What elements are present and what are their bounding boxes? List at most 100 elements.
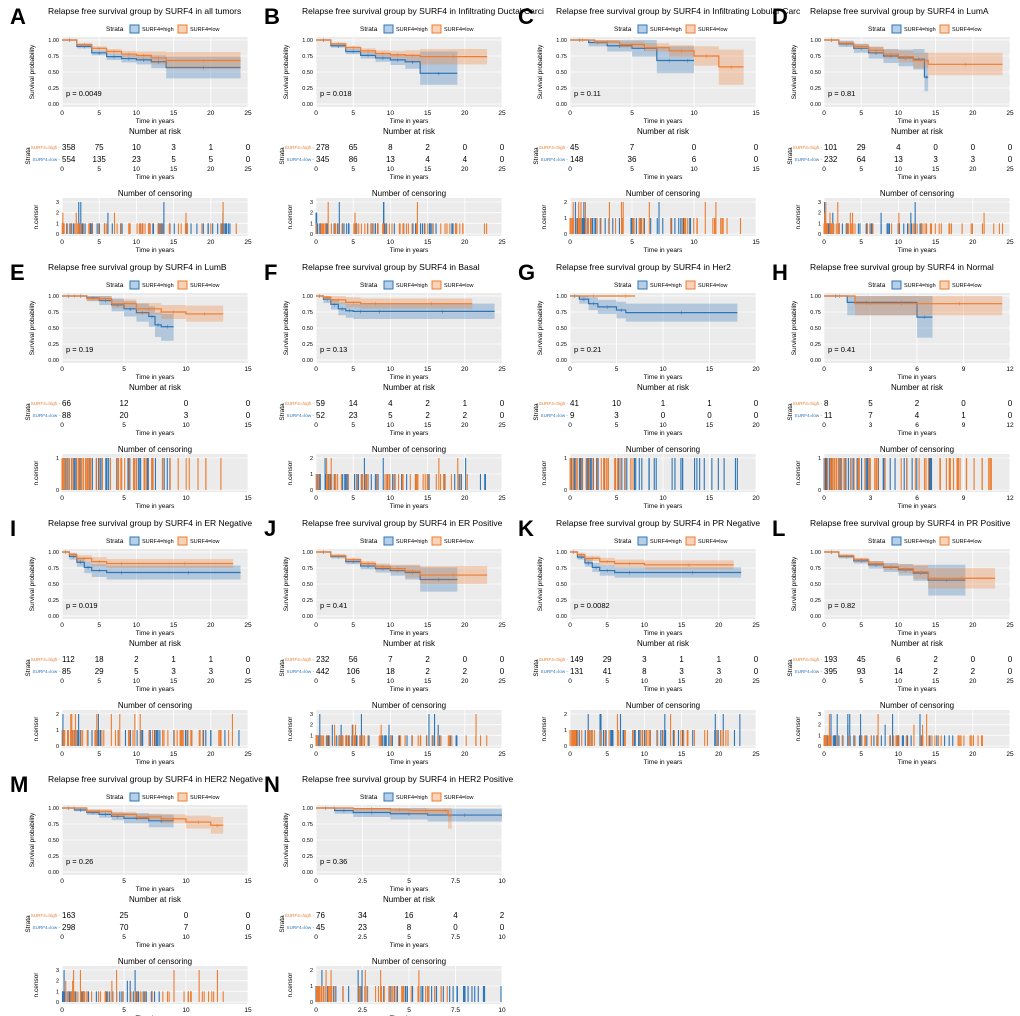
censor-y-axis-label: n.censor (33, 716, 40, 742)
x-tick-label: 25 (498, 366, 506, 373)
risk-x-tick-label: 12 (1006, 422, 1014, 429)
risk-count-low: 3 (614, 411, 619, 420)
censor-mark-low: + (201, 58, 205, 65)
censor-y-tick-label: 3 (56, 968, 59, 974)
censor-mark-low: + (97, 559, 101, 566)
risk-count-high: 0 (500, 399, 505, 408)
risk-x-tick-label: 15 (244, 934, 252, 941)
x-tick-label: 10 (641, 622, 649, 629)
risk-table-title: Number at risk (383, 639, 436, 648)
panel-title: Relapse free survival group by SURF4 in … (810, 518, 1011, 528)
risk-count-low: 0 (500, 667, 505, 676)
censor-mark-low: + (960, 576, 964, 583)
censor-mark-low: + (448, 813, 452, 820)
x-tick-label: 3 (869, 366, 873, 373)
censor-mark-high: + (201, 65, 205, 72)
censor-y-tick-label: 1 (564, 216, 567, 222)
risk-x-tick-label: 5 (605, 678, 609, 685)
risk-x-tick-label: 0 (314, 166, 318, 173)
censor-x-tick-label: 15 (752, 239, 760, 246)
censor-mark-low: + (72, 294, 76, 301)
x-tick-label: 10 (133, 110, 141, 117)
censor-x-tick-label: 10 (182, 1007, 190, 1014)
censor-x-tick-label: 5 (615, 495, 619, 502)
x-tick-label: 15 (244, 878, 252, 885)
censor-x-tick-label: 0 (314, 495, 318, 502)
censor-x-tick-label: 0 (60, 239, 64, 246)
p-value: p = 0.36 (320, 857, 347, 866)
y-axis-label: Survival probability (791, 300, 798, 355)
censor-mark-high: + (919, 571, 923, 578)
risk-count-high: 10 (612, 399, 621, 408)
censor-x-tick-label: 10 (387, 751, 395, 758)
x-tick-label: 12 (1006, 366, 1014, 373)
x-tick-label: 10 (895, 110, 903, 117)
risk-count-low: 0 (661, 411, 666, 420)
legend-title: Strata (868, 282, 886, 289)
censor-mark-low: + (729, 64, 733, 71)
risk-x-tick-label: 0 (60, 422, 64, 429)
y-tick-label: 0.00 (556, 614, 567, 620)
risk-count-high: 0 (246, 399, 251, 408)
risk-count-low: 29 (95, 667, 104, 676)
censor-mark-high: + (79, 294, 83, 301)
censor-x-tick-label: 15 (706, 495, 714, 502)
censor-mark-low: + (904, 566, 908, 573)
censor-y-tick-label: 3 (818, 200, 821, 206)
y-axis-label: Survival probability (791, 556, 798, 611)
censor-x-tick-label: 0 (60, 1007, 64, 1014)
risk-x-axis-label: Time in years (898, 686, 938, 693)
legend-label-low: SURF4=low (444, 795, 474, 801)
censor-plot-title: Number of censoring (372, 957, 446, 966)
censor-plot-area (316, 710, 502, 748)
risk-row-high-label: SURF4=high - (793, 657, 823, 662)
risk-table-title: Number at risk (383, 127, 436, 136)
risk-count-low: 2 (463, 411, 468, 420)
panel-label: K (518, 516, 534, 541)
risk-strata-label: Strata (787, 403, 794, 421)
y-tick-label: 1.00 (556, 38, 567, 44)
y-tick-label: 0.75 (810, 566, 821, 572)
x-tick-label: 6 (915, 366, 919, 373)
p-value: p = 0.018 (320, 89, 352, 98)
risk-strata-label: Strata (279, 147, 286, 165)
censor-mark-high: + (66, 294, 70, 301)
risk-row-high-label: SURF4=high - (539, 657, 569, 662)
x-axis-label: Time in years (136, 374, 176, 381)
censor-mark-high: + (829, 550, 833, 557)
risk-count-low: 6 (692, 155, 697, 164)
risk-strata-label: Strata (279, 915, 286, 933)
legend-label-high: SURF4=high (396, 27, 428, 33)
risk-count-high: 163 (62, 911, 76, 920)
legend-key-low (431, 792, 442, 802)
risk-x-axis-label: Time in years (644, 174, 684, 181)
panel-j: J Relapse free survival group by SURF4 in… (264, 516, 506, 766)
censor-y-tick-label: 3 (310, 200, 313, 206)
km-curve-low (62, 295, 224, 315)
censor-mark-high: + (112, 54, 116, 61)
legend-label-low: SURF4=low (952, 539, 982, 545)
censor-y-axis-label: n.censor (287, 460, 294, 486)
censor-x-axis-label: Time in years (136, 503, 176, 510)
risk-count-low: 0 (246, 411, 251, 420)
x-tick-label: 15 (170, 622, 178, 629)
risk-count-high: 0 (971, 655, 976, 664)
censor-mark-high: + (396, 57, 400, 64)
censor-mark-low: + (325, 295, 329, 302)
risk-x-tick-label: 15 (424, 166, 432, 173)
y-tick-label: 1.00 (810, 38, 821, 44)
censor-mark-low: + (874, 48, 878, 55)
risk-x-tick-label: 20 (461, 422, 469, 429)
risk-count-high: 16 (405, 911, 414, 920)
risk-x-tick-label: 0 (314, 678, 318, 685)
censor-x-tick-label: 0 (60, 751, 64, 758)
y-tick-label: 0.00 (302, 614, 313, 620)
risk-row-low-label: SURF4=low - (287, 413, 315, 418)
risk-count-low: 2 (463, 667, 468, 676)
x-tick-label: 15 (706, 366, 714, 373)
risk-count-low: 0 (754, 411, 759, 420)
censor-mark-high: + (945, 578, 949, 585)
risk-row-low-label: SURF4=low - (33, 925, 61, 930)
y-tick-label: 0.25 (556, 342, 567, 348)
censor-mark-low: + (119, 561, 123, 568)
